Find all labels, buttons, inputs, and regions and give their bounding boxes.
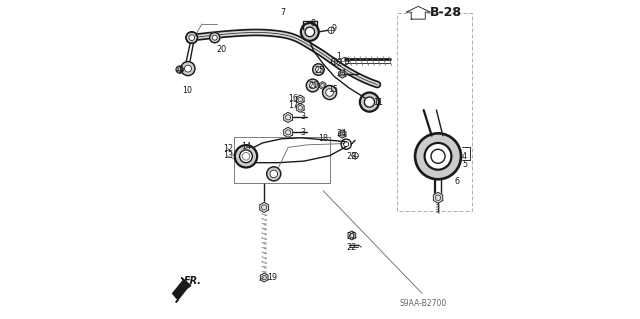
Circle shape	[186, 32, 198, 43]
Text: 15: 15	[328, 85, 338, 94]
Circle shape	[313, 64, 324, 75]
Text: 24: 24	[337, 69, 347, 78]
Text: 20: 20	[308, 81, 319, 90]
Text: B-28: B-28	[429, 6, 461, 19]
Text: S9AA-B2700: S9AA-B2700	[399, 299, 446, 308]
Text: FR.: FR.	[184, 276, 202, 286]
Circle shape	[189, 35, 195, 41]
Polygon shape	[406, 6, 430, 19]
Text: 4: 4	[462, 152, 467, 161]
Circle shape	[239, 150, 252, 163]
Circle shape	[210, 33, 220, 43]
Polygon shape	[284, 127, 292, 137]
Polygon shape	[296, 103, 304, 112]
Polygon shape	[284, 112, 292, 122]
Text: 3: 3	[300, 112, 305, 121]
Text: 1: 1	[336, 52, 341, 61]
Text: 9: 9	[331, 24, 336, 33]
Text: 17: 17	[288, 101, 298, 110]
Circle shape	[326, 89, 333, 96]
Text: 12: 12	[223, 144, 233, 153]
Circle shape	[212, 35, 218, 40]
Polygon shape	[177, 66, 182, 73]
Text: 6: 6	[454, 177, 460, 186]
Circle shape	[184, 65, 191, 72]
Circle shape	[270, 170, 278, 178]
Text: 7: 7	[281, 8, 286, 17]
Polygon shape	[339, 130, 346, 138]
Circle shape	[360, 93, 379, 112]
Circle shape	[310, 82, 316, 89]
Circle shape	[364, 97, 374, 107]
Circle shape	[305, 27, 315, 37]
Text: 5: 5	[462, 160, 467, 169]
Text: 25: 25	[314, 66, 324, 75]
Polygon shape	[433, 192, 443, 203]
Text: 13: 13	[223, 151, 233, 160]
Text: 14: 14	[242, 142, 252, 151]
Text: 22: 22	[346, 243, 356, 252]
Circle shape	[189, 35, 195, 41]
Text: 20: 20	[217, 45, 227, 54]
Polygon shape	[339, 70, 346, 78]
Polygon shape	[260, 202, 269, 212]
Text: 8: 8	[310, 19, 316, 28]
Polygon shape	[173, 278, 191, 302]
Polygon shape	[296, 95, 304, 104]
Circle shape	[424, 143, 451, 170]
Polygon shape	[319, 82, 326, 89]
Circle shape	[307, 79, 319, 92]
Text: 24: 24	[337, 129, 347, 138]
Bar	[234, 137, 330, 183]
Text: 11: 11	[373, 98, 383, 107]
Circle shape	[186, 32, 198, 43]
Circle shape	[267, 167, 281, 181]
Text: 23: 23	[347, 152, 357, 161]
Text: 16: 16	[288, 94, 298, 103]
Text: 2: 2	[336, 59, 341, 68]
Text: 18: 18	[318, 134, 328, 143]
Circle shape	[323, 85, 337, 100]
Bar	[397, 13, 472, 211]
Text: 3: 3	[300, 128, 305, 137]
Circle shape	[235, 145, 257, 167]
Text: 19: 19	[267, 273, 277, 282]
Circle shape	[181, 62, 195, 76]
Circle shape	[316, 67, 321, 72]
Circle shape	[415, 133, 461, 179]
Polygon shape	[260, 273, 268, 282]
Circle shape	[301, 23, 319, 41]
Polygon shape	[348, 231, 356, 240]
Text: 10: 10	[182, 86, 193, 95]
Text: 21: 21	[346, 232, 356, 241]
